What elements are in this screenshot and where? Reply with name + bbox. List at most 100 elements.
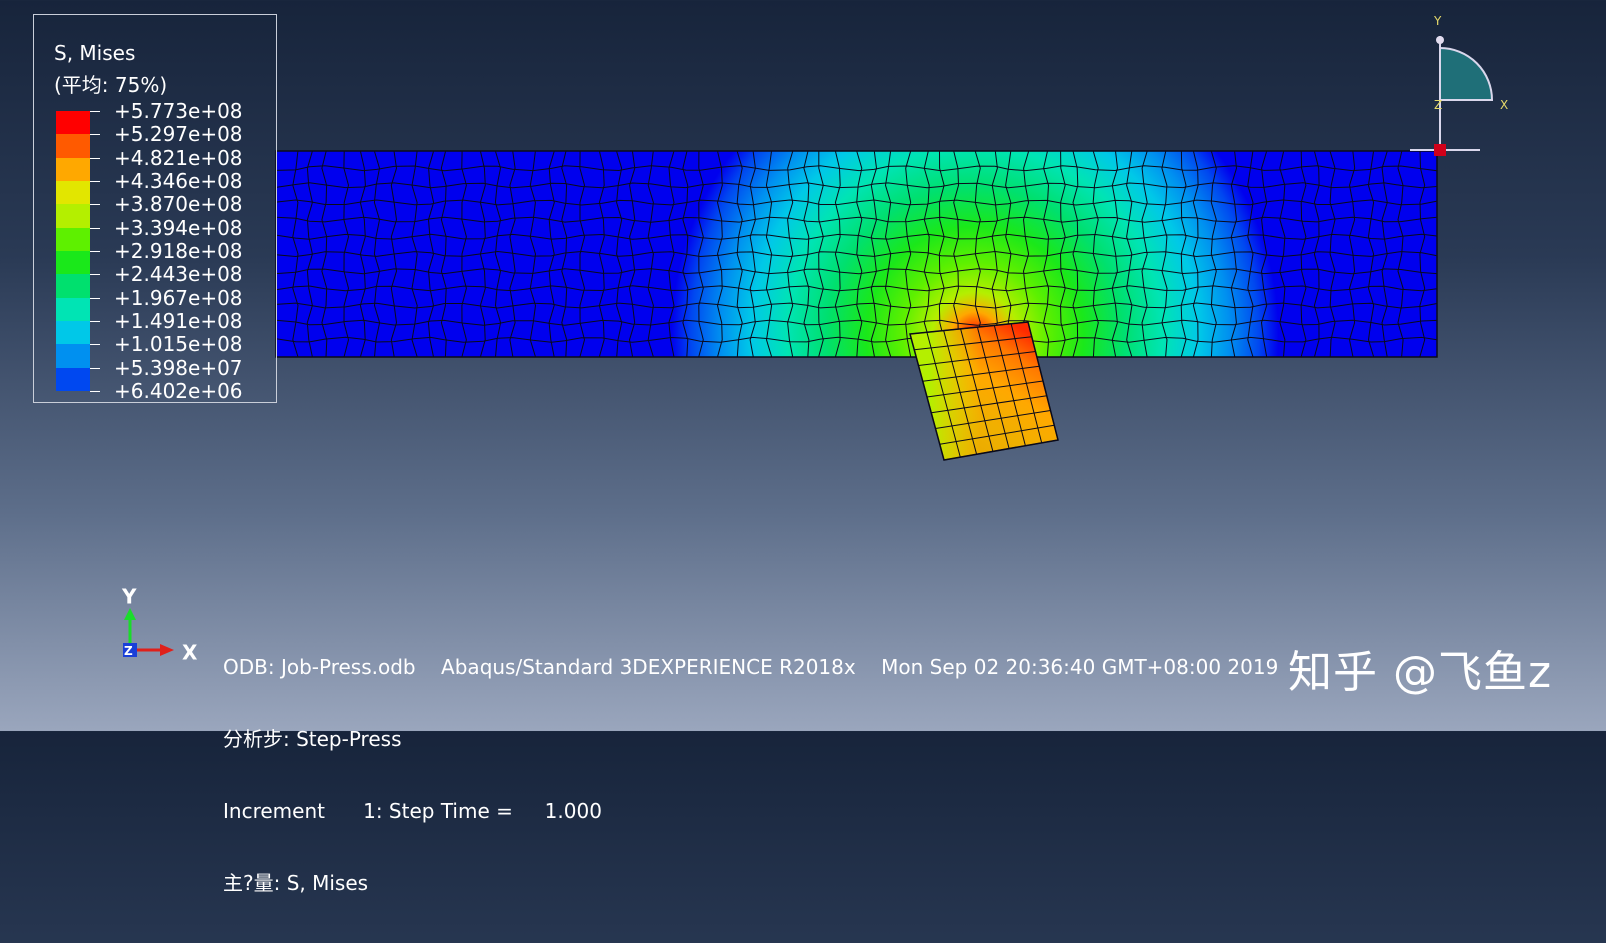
legend-tick (90, 367, 100, 369)
legend-value-label: +2.443e+08 (114, 262, 243, 287)
plate-part (275, 150, 1438, 358)
legend-tick (90, 321, 100, 322)
legend-value-label: +2.918e+08 (114, 239, 243, 263)
plate-mesh-line (561, 150, 568, 358)
plate-mesh-line (1247, 150, 1254, 358)
plate-mesh-line (1092, 150, 1099, 358)
plate-mesh-line (275, 216, 1438, 223)
plate-mesh-line (1210, 150, 1217, 358)
plate-mesh-line (1111, 150, 1119, 358)
legend-color-segment (56, 274, 90, 299)
legend-tick (90, 344, 100, 346)
legend-color-segment (56, 111, 90, 135)
legend-value-label: +6.402e+06 (114, 379, 243, 403)
punch-mesh-line (931, 395, 1047, 414)
legend-color-segment (56, 344, 90, 369)
plate-mesh-line (749, 150, 756, 358)
viewport[interactable]: S, Mises (平均: 75%) +5.773e+08 +5.297e+08 +… (0, 0, 1606, 895)
watermark-text: 知乎 @飞鱼z (1288, 647, 1553, 698)
plate-mesh-line (440, 150, 447, 358)
odb-info-line: ODB: Job-Press.odb Abaqus/Standard 3DEXP… (223, 655, 1279, 679)
plate-mesh-line (275, 182, 1438, 189)
y-axis-arrowhead (124, 608, 136, 620)
view-triad[interactable]: Y X Z (1400, 6, 1510, 156)
legend-tick (90, 157, 100, 159)
legend-title: S, Mises (54, 41, 136, 65)
legend-tick (90, 297, 100, 299)
plate-mesh-line (275, 233, 1438, 240)
legend-tick (90, 134, 100, 136)
z-axis-marker (123, 643, 137, 657)
legend-value-label: +4.821e+08 (114, 145, 243, 170)
plate-mesh-line (1059, 150, 1066, 358)
triad-quadrant-shape (1439, 46, 1494, 101)
legend-color-segment (56, 297, 90, 322)
punch-mesh-line (914, 336, 1032, 351)
plate-mesh-line (938, 150, 945, 358)
odb-info-block: ODB: Job-Press.odb Abaqus/Standard 3DEXP… (223, 607, 1278, 943)
plate-mesh-line (275, 285, 1438, 292)
punch-mesh-line (926, 380, 1044, 398)
plate-mesh-line (275, 199, 1438, 206)
axis-z-label: Z (124, 644, 133, 658)
axis-x-label: X (182, 641, 198, 665)
plate-mesh-line (834, 150, 841, 358)
plate-mesh-line (275, 165, 1438, 172)
plate-mesh-line (765, 150, 773, 358)
legend-value-label: +5.297e+08 (114, 122, 243, 147)
legend-tick (90, 251, 100, 252)
plate-mesh-line (359, 150, 366, 358)
legend-value-label: +1.491e+08 (114, 309, 243, 333)
x-axis-arrowhead (160, 644, 174, 656)
legend-color-segment (56, 251, 90, 275)
plate-mesh-line (598, 150, 605, 358)
legend-color-segment (56, 157, 90, 182)
legend-value-label: +3.870e+08 (114, 192, 243, 217)
plate-mesh-line (1192, 150, 1199, 358)
plate-mesh-line (1126, 150, 1133, 358)
legend-subtitle: (平均: 75%) (54, 73, 168, 97)
plate-mesh-line (1141, 150, 1148, 358)
legend-value-label: +5.773e+08 (114, 99, 243, 123)
punch-outline (909, 321, 1059, 461)
plate-mesh-line (343, 150, 350, 358)
plate-mesh-line (529, 150, 537, 358)
plate-mesh-line (787, 150, 794, 358)
punch-mesh-line (918, 351, 1036, 366)
plate-mesh-line (698, 150, 704, 358)
legend-value-label: +1.967e+08 (114, 285, 243, 310)
plate-mesh-line (1348, 150, 1356, 358)
fe-mesh (275, 150, 1438, 461)
legend-tick (90, 204, 100, 206)
plate-mesh-line (1419, 150, 1426, 358)
legend-color-segment (56, 181, 90, 205)
legend-tick (90, 391, 100, 392)
plate-mesh-line (275, 250, 1438, 258)
legend-value-label: +1.015e+08 (114, 332, 243, 357)
triad-origin-dot (1436, 36, 1444, 44)
triad-reference-point (1434, 144, 1446, 156)
plate-mesh-line (1279, 150, 1286, 358)
plate-mesh-line (275, 336, 1438, 343)
punch-mesh-line (935, 410, 1051, 429)
plate-mesh-line (736, 150, 743, 358)
legend-value-label: +3.394e+08 (114, 215, 243, 240)
plate-mesh-line (427, 150, 435, 358)
legend-color-segment (56, 134, 90, 159)
increment-info-line: Increment 1: Step Time = 1.000 (223, 799, 602, 823)
axis-triad: Y X Z (110, 585, 220, 686)
punch-part (909, 321, 1059, 461)
punch-mesh-line (939, 424, 1055, 445)
plate-mesh-line (275, 268, 1438, 275)
legend-color-segment (56, 227, 90, 252)
punch-side-fill (910, 322, 1058, 460)
legend-tick (90, 274, 100, 276)
legend-color-segment (56, 321, 90, 345)
axis-y-label: Y (121, 586, 137, 609)
plate-mesh-line (275, 319, 1438, 326)
plate-mesh-line (923, 150, 930, 358)
plate-mesh-line (1300, 150, 1307, 358)
punch-mesh-line (922, 365, 1040, 382)
legend-color-segment (56, 204, 90, 229)
triad-z-label: Z (1434, 98, 1442, 112)
